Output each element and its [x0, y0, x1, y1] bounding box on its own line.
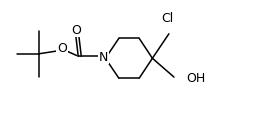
Text: OH: OH	[187, 71, 206, 84]
Text: O: O	[57, 42, 67, 55]
Text: O: O	[71, 24, 81, 36]
Text: Cl: Cl	[162, 12, 174, 25]
Text: N: N	[99, 51, 108, 64]
